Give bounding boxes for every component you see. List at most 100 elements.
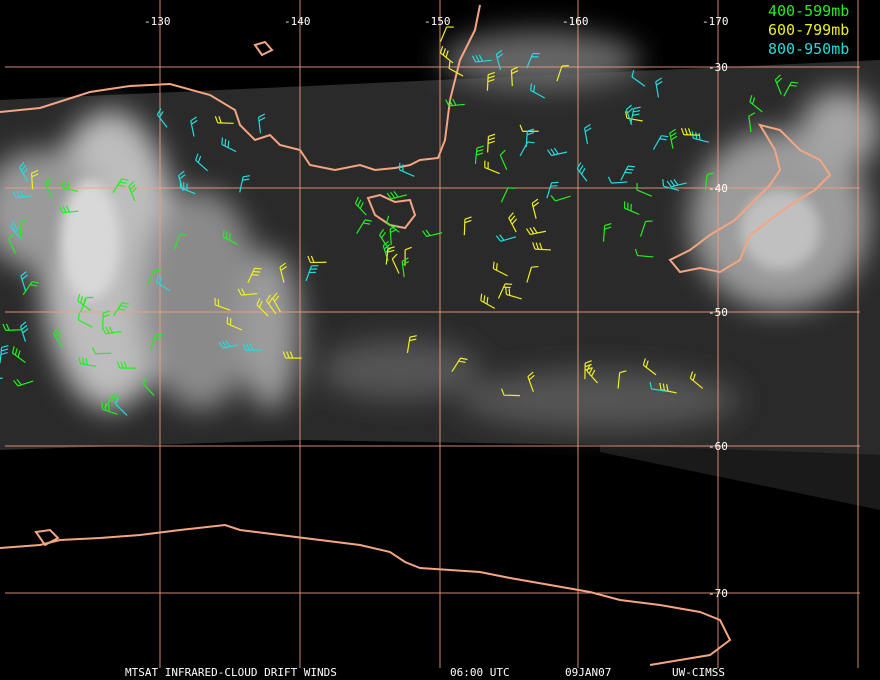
barb-tick xyxy=(21,324,28,331)
wind-barb xyxy=(556,65,569,82)
barb-tick xyxy=(550,195,556,202)
wind-barb xyxy=(531,198,540,219)
barb-tick xyxy=(422,230,428,237)
barb-tick xyxy=(142,377,147,385)
barb-shaft xyxy=(636,189,653,197)
graticule-labels: -130 -140 -150 -160 -170 -30 -40 -50 -60 -70 xyxy=(144,15,729,600)
barb-tick xyxy=(627,107,634,114)
wind-barb xyxy=(112,302,130,317)
wind-barb xyxy=(354,196,367,216)
barb-tick xyxy=(471,55,477,63)
wind-barbs xyxy=(0,26,799,416)
barb-tick xyxy=(488,137,496,141)
barb-tick xyxy=(528,374,535,381)
barb-tick xyxy=(607,176,612,184)
barb-tick xyxy=(5,323,10,331)
barb-tick xyxy=(584,367,592,371)
barb-tick xyxy=(448,61,451,69)
barb-shaft xyxy=(30,173,34,190)
wind-barb xyxy=(239,175,251,193)
barb-shaft xyxy=(439,26,448,42)
barb-tick xyxy=(619,370,627,374)
barb-tick xyxy=(409,335,417,338)
wind-barb xyxy=(218,340,239,349)
barb-tick xyxy=(85,357,88,366)
barb-shaft xyxy=(527,376,534,392)
barb-tick xyxy=(604,222,612,227)
barb-tick xyxy=(77,312,80,320)
barb-tick xyxy=(310,255,315,263)
barb-shaft xyxy=(389,228,392,245)
barb-tick xyxy=(584,363,592,368)
wind-barb xyxy=(386,191,407,200)
barb-tick xyxy=(680,127,685,135)
latitude-label: -40 xyxy=(708,182,728,195)
coastlines xyxy=(0,4,832,666)
barb-shaft xyxy=(102,408,118,415)
barb-tick xyxy=(359,202,364,209)
barb-shaft xyxy=(530,230,547,236)
barb-tick xyxy=(666,180,672,188)
barb-tick xyxy=(387,246,395,250)
barb-tick xyxy=(550,148,556,156)
barb-tick xyxy=(527,141,535,144)
barb-shaft xyxy=(487,136,490,153)
barb-tick xyxy=(13,380,19,387)
barb-shaft xyxy=(617,372,621,389)
barb-tick xyxy=(633,106,641,110)
wind-barb xyxy=(508,212,518,233)
wind-barb xyxy=(474,145,484,164)
barb-tick xyxy=(499,234,505,241)
barb-shaft xyxy=(643,364,657,376)
barb-tick xyxy=(268,297,273,305)
barb-tick xyxy=(242,343,247,351)
barb-tick xyxy=(511,218,518,225)
product-label: MTSAT INFRARED-CLOUD DRIFT WINDS xyxy=(125,666,337,679)
wind-barb xyxy=(0,344,9,364)
barb-tick xyxy=(91,347,96,355)
longitude-label: -160 xyxy=(562,15,589,28)
barb-tick xyxy=(401,257,409,262)
barb-shaft xyxy=(556,65,563,82)
barb-shaft xyxy=(546,182,553,199)
barb-tick xyxy=(386,192,392,200)
barb-shaft xyxy=(215,304,231,311)
barb-tick xyxy=(190,116,197,122)
barb-tick xyxy=(624,171,632,174)
wind-barb xyxy=(492,261,508,277)
barb-tick xyxy=(109,400,117,403)
barb-shaft xyxy=(555,195,571,202)
barb-tick xyxy=(519,124,524,132)
wind-barb xyxy=(649,381,668,392)
wind-barb xyxy=(652,135,669,150)
barb-tick xyxy=(197,155,202,163)
latitude-label: -30 xyxy=(708,61,728,74)
wind-barb xyxy=(80,296,94,313)
barb-tick xyxy=(357,199,362,207)
barb-shaft xyxy=(484,167,500,175)
wind-barb xyxy=(401,257,410,278)
wind-barb xyxy=(242,343,262,351)
barb-tick xyxy=(531,265,539,268)
barb-tick xyxy=(661,135,669,138)
barb-shaft xyxy=(474,147,478,164)
wind-barb xyxy=(500,187,516,203)
barb-tick xyxy=(533,85,536,93)
wind-barb xyxy=(748,112,756,133)
barb-tick xyxy=(191,119,198,125)
barb-shaft xyxy=(624,207,640,216)
barb-shaft xyxy=(663,185,680,191)
barb-shaft xyxy=(670,182,687,188)
barb-tick xyxy=(225,231,228,239)
barb-tick xyxy=(402,260,410,266)
barb-tick xyxy=(495,49,503,55)
barb-tick xyxy=(632,113,640,116)
barb-tick xyxy=(154,269,162,272)
barb-tick xyxy=(390,191,396,199)
wind-barb xyxy=(620,165,636,181)
barb-tick xyxy=(649,381,653,390)
wind-barb xyxy=(247,267,262,284)
barb-shaft xyxy=(495,54,502,71)
barb-shaft xyxy=(499,154,508,171)
barb-tick xyxy=(666,384,669,392)
